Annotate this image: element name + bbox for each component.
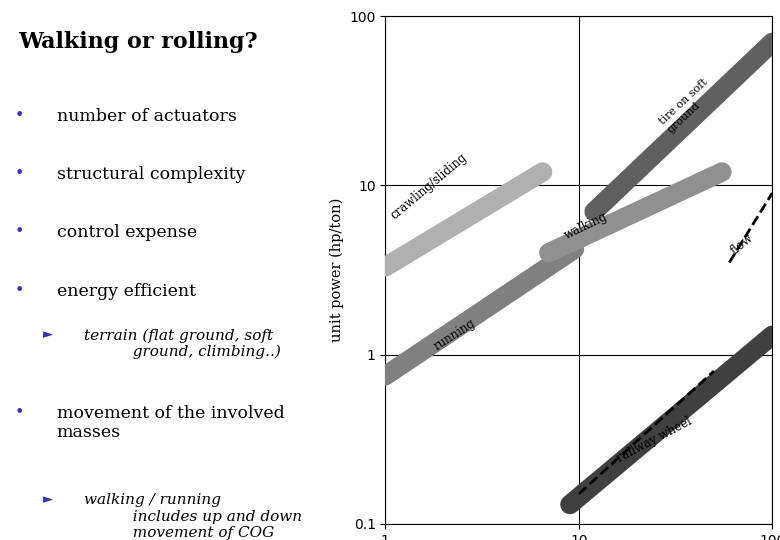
Text: movement of the involved
masses: movement of the involved masses — [56, 404, 284, 441]
Text: walking: walking — [562, 210, 610, 242]
Text: tire on soft
ground: tire on soft ground — [658, 77, 718, 136]
Text: •: • — [15, 404, 24, 420]
Y-axis label: unit power (hp/ton): unit power (hp/ton) — [329, 198, 344, 342]
Text: •: • — [15, 224, 24, 239]
Text: Walking or rolling?: Walking or rolling? — [18, 31, 258, 53]
Text: crawling/sliding: crawling/sliding — [388, 151, 469, 222]
Text: terrain (flat ground, soft
          ground, climbing..): terrain (flat ground, soft ground, climb… — [84, 328, 282, 360]
Text: control expense: control expense — [56, 224, 197, 241]
Text: ►: ► — [43, 494, 53, 507]
Text: walking / running
          includes up and down
          movement of COG: walking / running includes up and down m… — [84, 494, 303, 540]
Text: running: running — [431, 316, 477, 353]
Text: energy efficient: energy efficient — [56, 283, 196, 300]
Text: •: • — [15, 283, 24, 298]
Text: railway wheel: railway wheel — [615, 415, 694, 465]
Text: number of actuators: number of actuators — [56, 107, 236, 125]
Text: •: • — [15, 166, 24, 181]
Text: flow: flow — [728, 232, 756, 258]
Text: structural complexity: structural complexity — [56, 166, 245, 183]
Text: •: • — [15, 107, 24, 123]
Text: ►: ► — [43, 328, 53, 341]
